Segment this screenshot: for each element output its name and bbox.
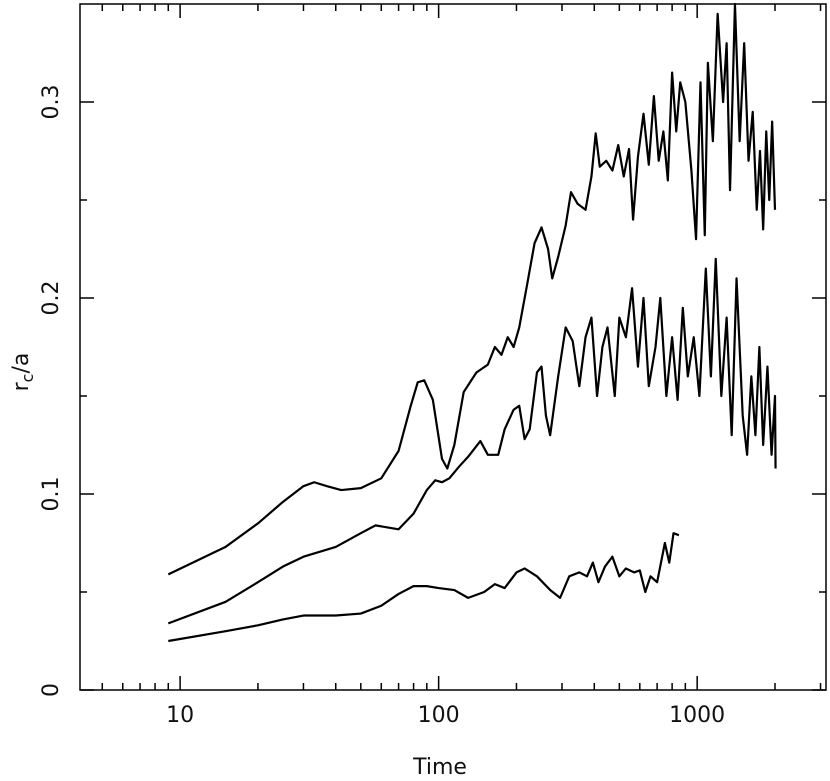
y-label-sub: c bbox=[18, 374, 37, 383]
y-tick-label: 0.2 bbox=[39, 281, 64, 316]
y-tick-label: 0 bbox=[39, 683, 64, 697]
y-tick-label: 0.3 bbox=[39, 85, 64, 120]
x-tick-label: 100 bbox=[418, 703, 460, 728]
data-line bbox=[167, 257, 777, 625]
data-line bbox=[168, 532, 680, 643]
x-tick-label: 1000 bbox=[669, 703, 725, 728]
y-tick-label: 0.1 bbox=[39, 477, 64, 512]
y-label-main: r bbox=[9, 381, 34, 391]
plot-frame bbox=[79, 3, 827, 691]
y-axis-label: rc/a bbox=[9, 353, 37, 392]
x-axis-label: Time bbox=[412, 755, 467, 780]
y-label-rest: /a bbox=[9, 353, 34, 374]
x-tick-label: 10 bbox=[166, 703, 194, 728]
data-line bbox=[167, 2, 777, 576]
